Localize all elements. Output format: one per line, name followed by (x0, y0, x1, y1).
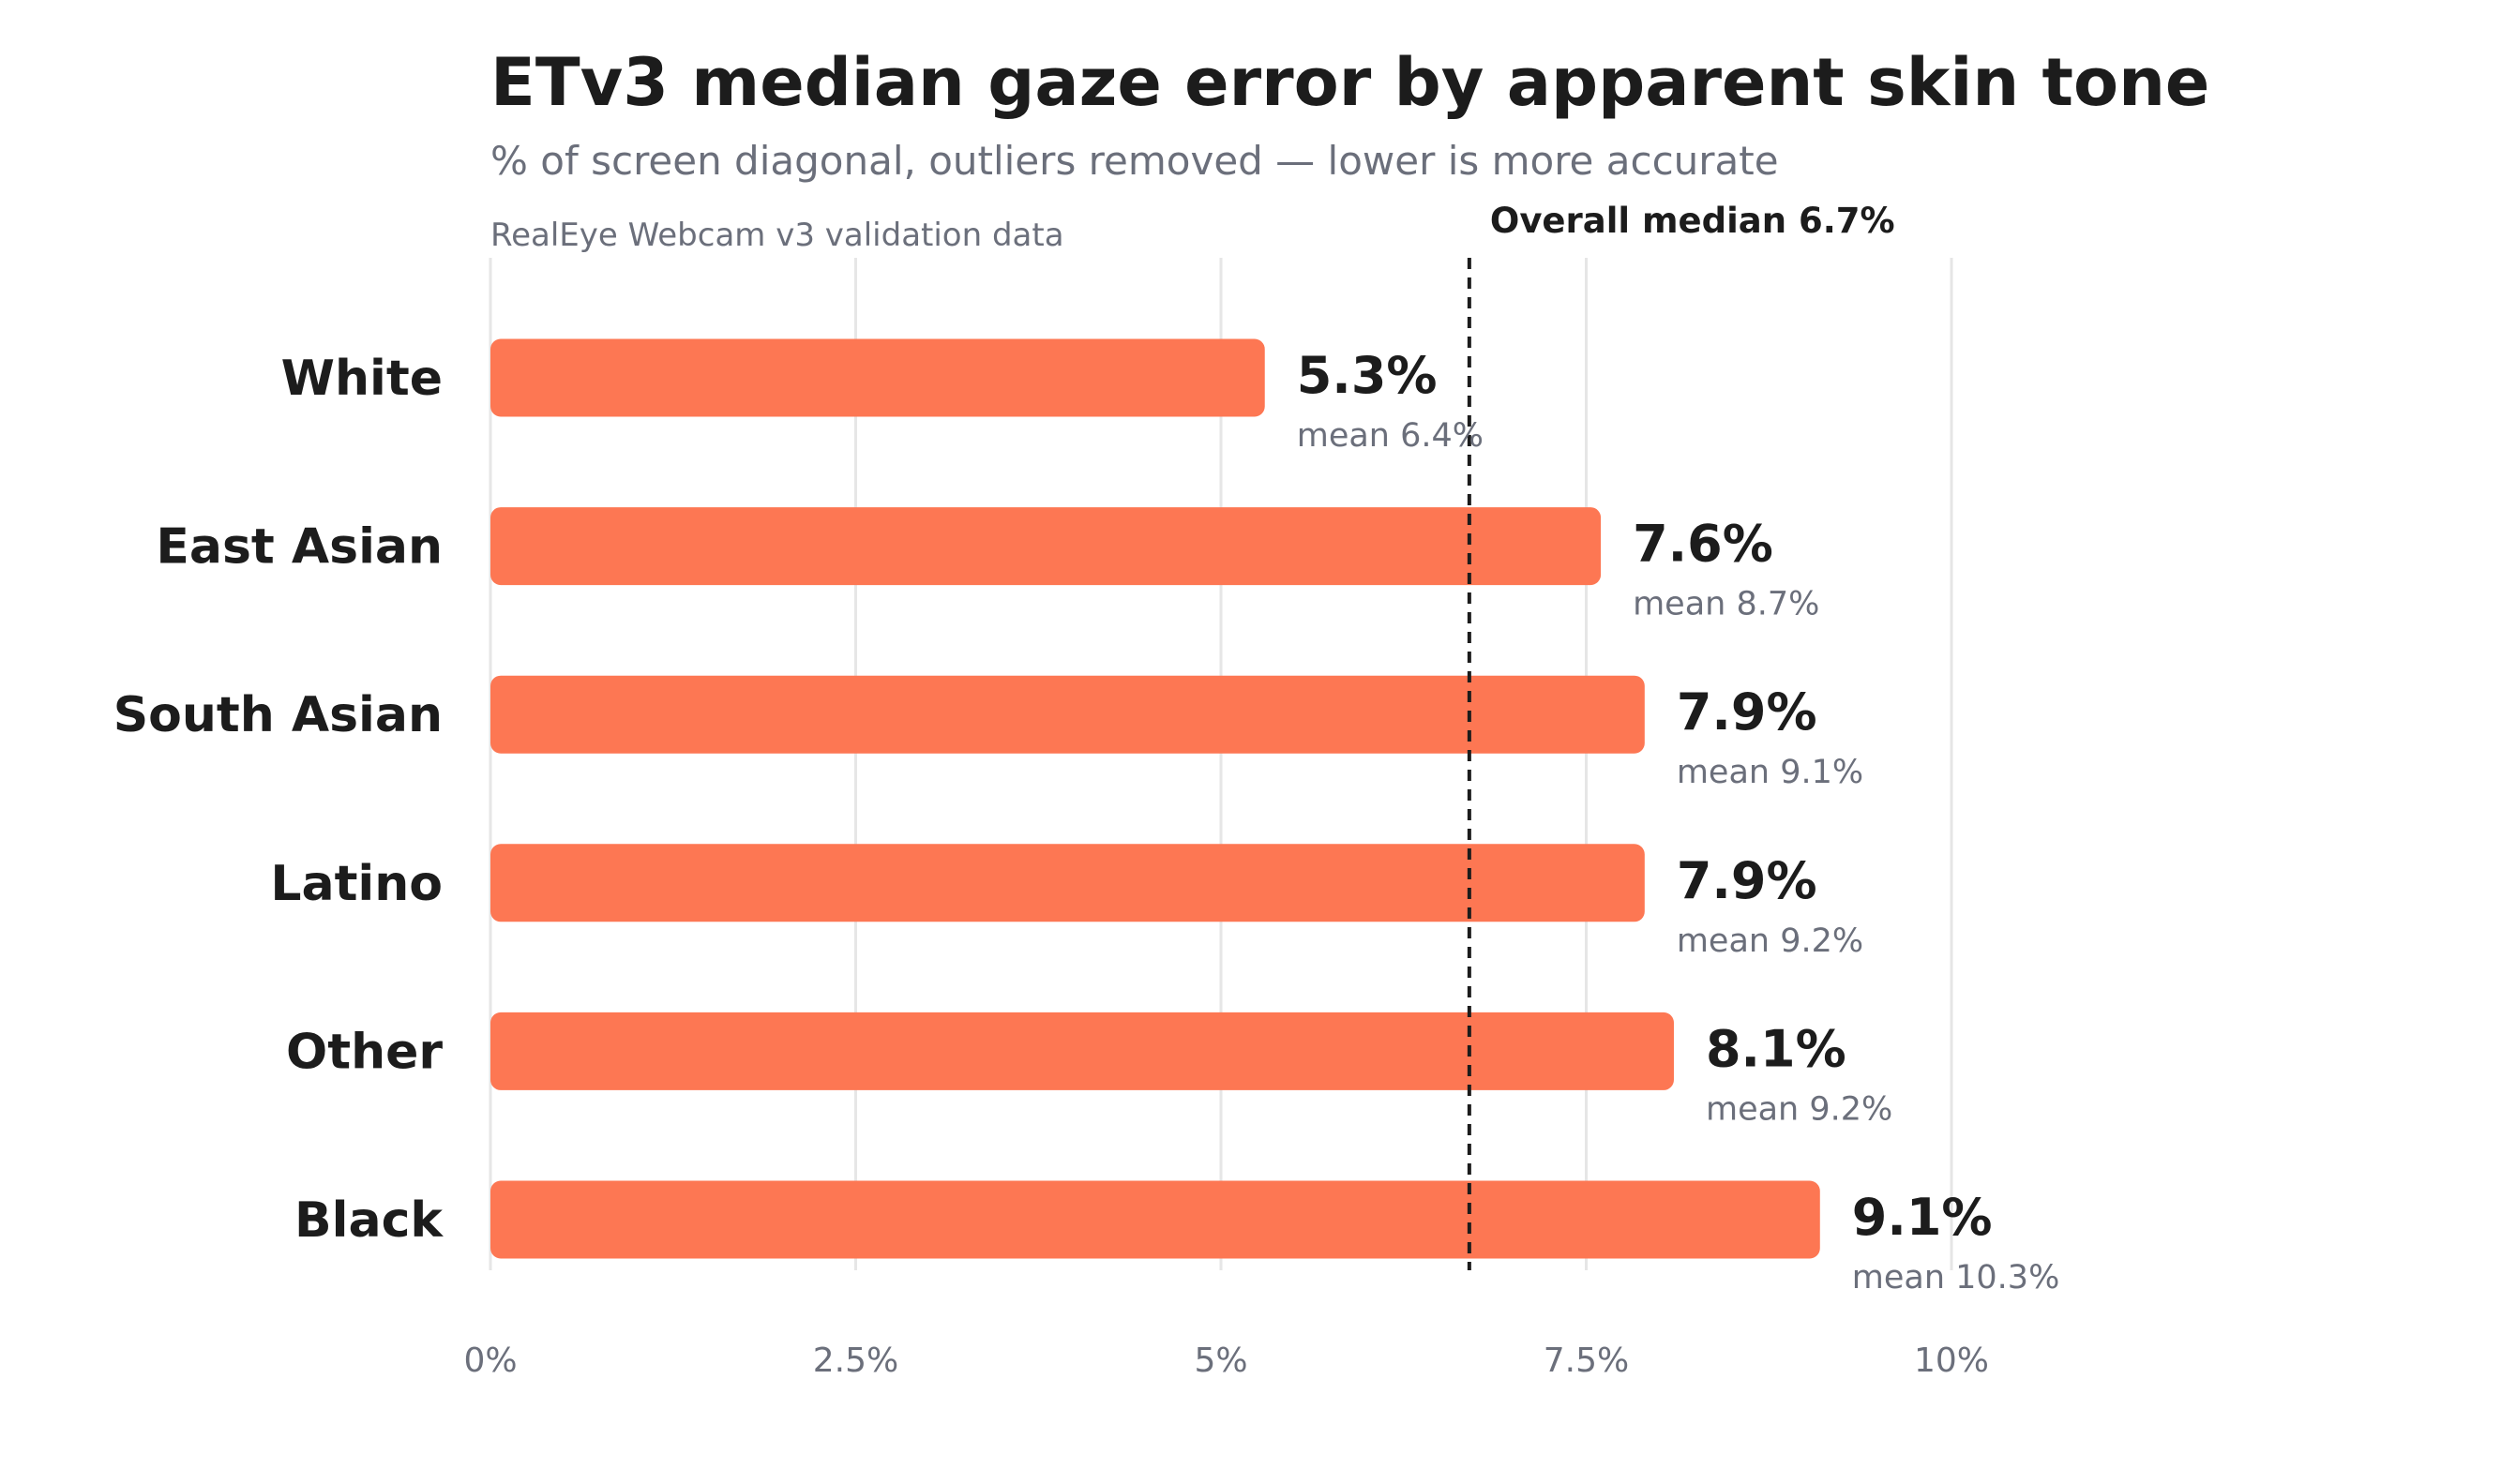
mean-label: mean 6.4% (1297, 417, 1484, 455)
category-label: East Asian (156, 519, 443, 576)
bars (490, 338, 1820, 1259)
bar (490, 675, 1645, 754)
x-tick-label: 0% (463, 1342, 517, 1380)
mean-label: mean 9.2% (1706, 1090, 1892, 1128)
bar (490, 507, 1602, 586)
mean-label: mean 9.1% (1677, 754, 1863, 791)
data-label: 5.3% (1297, 346, 1438, 405)
category-label: White (281, 351, 443, 407)
chart-title: ETv3 median gaze error by apparent skin … (490, 44, 2209, 121)
mean-label: mean 10.3% (1852, 1259, 2060, 1297)
data-label: 7.9% (1677, 682, 1817, 742)
mean-label: mean 9.2% (1677, 922, 1863, 960)
x-tick-label: 2.5% (813, 1342, 898, 1380)
category-label: Black (294, 1192, 444, 1249)
data-label: 7.6% (1633, 515, 1773, 574)
reference-line-label: Overall median 6.7% (1490, 201, 1895, 241)
data-label: 7.9% (1677, 851, 1817, 910)
x-tick-label: 5% (1194, 1342, 1247, 1380)
bar (490, 1180, 1820, 1259)
x-tick-label: 7.5% (1544, 1342, 1629, 1380)
category-label: Other (286, 1024, 443, 1080)
mean-label: mean 8.7% (1633, 586, 1819, 623)
bar (490, 844, 1645, 922)
bar (490, 338, 1265, 417)
category-label: South Asian (113, 687, 443, 743)
chart-subtitle: % of screen diagonal, outliers removed —… (490, 138, 1779, 184)
labels: White 5.3% mean 6.4% East Asian 7.6% mean 8.7… (113, 346, 2060, 1297)
gridlines (489, 258, 1953, 1270)
x-tick-label: 10% (1914, 1342, 1989, 1380)
chart-source: RealEye Webcam v3 validation data (490, 217, 1064, 254)
reference-line-group: Overall median 6.7% (1467, 201, 1895, 1270)
category-label: Latino (270, 856, 443, 912)
bar (490, 1012, 1674, 1090)
data-label: 8.1% (1706, 1019, 1846, 1078)
x-axis-ticks: 0% 2.5% 5% 7.5% 10% (463, 1342, 1989, 1380)
data-label: 9.1% (1852, 1188, 1993, 1247)
